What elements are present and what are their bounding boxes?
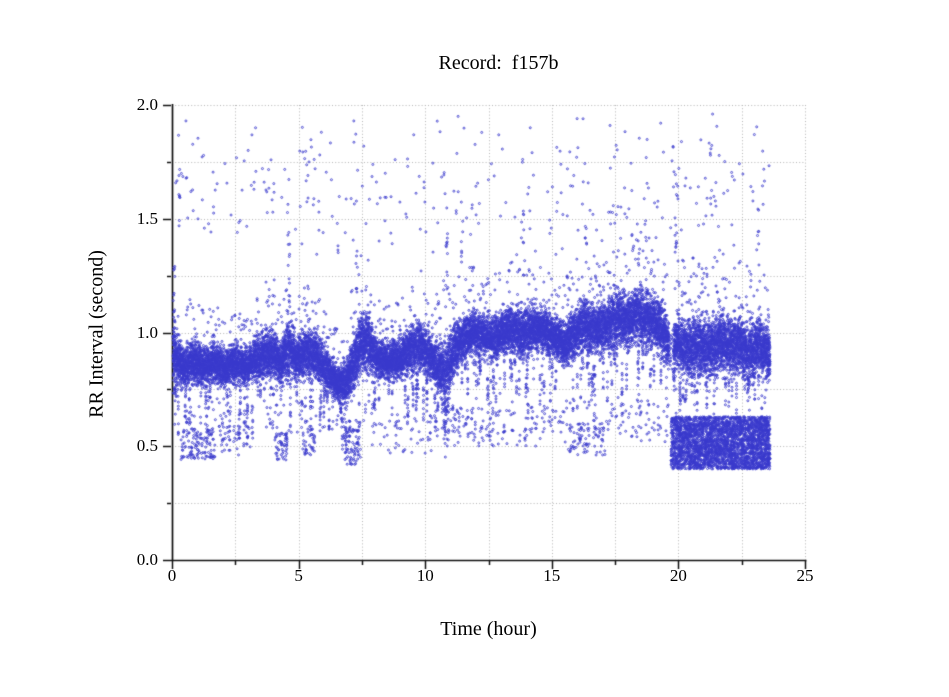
y-tick-label: 1.5 <box>136 208 158 228</box>
x-tick-label: 15 <box>543 566 561 585</box>
y-tick-label: 0.5 <box>136 436 158 456</box>
x-tick-label: 0 <box>167 566 177 585</box>
y-tick-label: 1.0 <box>136 322 158 342</box>
y-tick-label: 0.0 <box>136 550 158 569</box>
x-axis-label: Time (hour) <box>440 618 537 640</box>
x-tick-label: 5 <box>294 566 303 585</box>
x-tick-label: 20 <box>669 566 687 585</box>
x-tick-label: 25 <box>796 566 814 585</box>
y-tick-label: 2.0 <box>136 95 158 114</box>
chart-title: Record: f157b <box>438 52 559 74</box>
x-tick-label: 10 <box>416 566 434 585</box>
